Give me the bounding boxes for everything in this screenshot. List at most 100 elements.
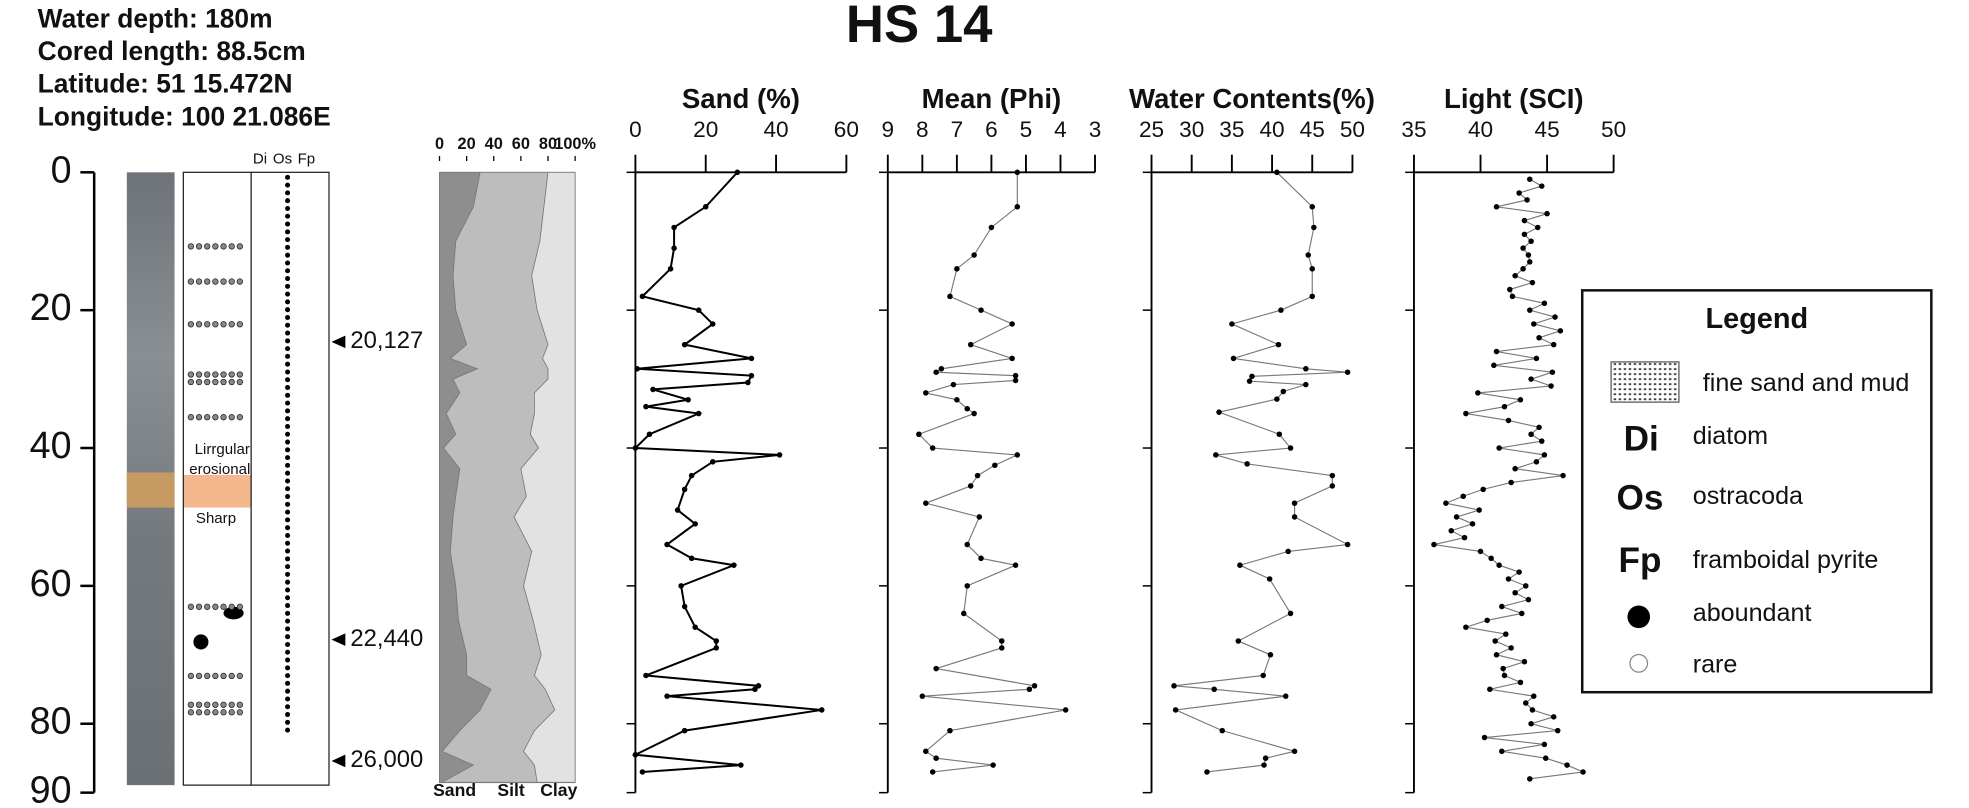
sediment-dot xyxy=(187,709,195,716)
data-point xyxy=(1520,245,1526,251)
data-point xyxy=(1512,272,1518,279)
pyrite-dot xyxy=(285,330,291,336)
data-point xyxy=(999,638,1005,644)
data-point xyxy=(692,624,698,630)
data-point xyxy=(1229,321,1235,327)
data-point xyxy=(1303,365,1309,372)
data-point xyxy=(1062,707,1069,713)
data-point xyxy=(1538,183,1545,189)
data-point xyxy=(1529,707,1536,713)
sediment-dot xyxy=(212,672,219,680)
data-point xyxy=(947,293,953,300)
data-point xyxy=(1463,410,1469,417)
data-point xyxy=(929,769,936,775)
pyrite-dot xyxy=(285,548,291,554)
pyrite-dot xyxy=(285,680,291,686)
sediment-dot xyxy=(212,709,219,716)
data-point xyxy=(1291,748,1298,755)
info-line: Cored length: 88.5cm xyxy=(38,36,306,66)
pyrite-dot xyxy=(285,276,291,282)
data-point xyxy=(1172,707,1179,713)
data-point xyxy=(1524,197,1530,203)
data-point xyxy=(1527,776,1533,782)
data-point xyxy=(1488,555,1494,562)
sediment-dot xyxy=(195,701,203,708)
data-point xyxy=(1463,624,1469,630)
data-point xyxy=(1541,300,1548,307)
data-point xyxy=(938,365,945,372)
data-point xyxy=(1521,217,1528,224)
pyrite-dot xyxy=(285,525,291,531)
erosion-band xyxy=(183,474,251,508)
data-point xyxy=(695,307,702,313)
data-point xyxy=(1520,266,1526,272)
pyrite-dot xyxy=(285,392,291,398)
data-point xyxy=(667,266,674,272)
pyrite-dot xyxy=(285,634,291,640)
data-point xyxy=(1014,204,1021,210)
data-point xyxy=(1481,734,1488,741)
data-point xyxy=(1493,348,1500,355)
sediment-dot xyxy=(195,378,203,386)
data-point xyxy=(1516,569,1522,575)
data-point xyxy=(1344,541,1351,548)
data-point xyxy=(1031,683,1038,689)
sediment-dot xyxy=(204,603,211,610)
data-point xyxy=(1230,355,1237,362)
sediment-dot xyxy=(195,321,203,328)
pyrite-dot xyxy=(285,353,291,359)
contact-label: Sharp xyxy=(196,510,236,527)
sediment-dot xyxy=(187,701,195,708)
data-point xyxy=(1266,576,1273,582)
sediment-dot xyxy=(187,603,195,610)
data-point xyxy=(713,638,720,644)
pyrite-dot xyxy=(285,649,291,655)
age-label: 22,440 xyxy=(350,625,423,652)
data-point xyxy=(999,645,1005,651)
data-point xyxy=(1538,438,1545,444)
x-tick-label: 0 xyxy=(629,117,642,142)
sediment-dot xyxy=(228,701,235,708)
data-point xyxy=(954,397,960,403)
x-tick-label: 60 xyxy=(834,117,859,142)
data-point xyxy=(964,541,970,548)
pyrite-dot xyxy=(285,455,291,461)
sediment-dot xyxy=(228,278,235,285)
data-point xyxy=(731,562,737,568)
depth-tick-label: 40 xyxy=(30,424,72,466)
pyrite-dot xyxy=(285,237,291,243)
data-point xyxy=(923,500,929,506)
sediment-dot xyxy=(212,321,219,328)
x-tick-label: 60 xyxy=(512,135,530,153)
data-point xyxy=(1278,307,1284,313)
age-marker xyxy=(331,335,346,349)
data-point xyxy=(1542,755,1549,761)
data-point xyxy=(646,431,653,437)
x-tick-label: 40 xyxy=(763,117,788,142)
data-point xyxy=(1516,190,1522,196)
data-line xyxy=(1433,178,1586,780)
data-point xyxy=(992,462,998,469)
data-point xyxy=(692,521,698,527)
data-point xyxy=(671,245,677,251)
sediment-dot xyxy=(212,414,219,421)
data-point xyxy=(1496,562,1502,568)
data-point xyxy=(1009,355,1015,362)
data-point xyxy=(933,665,939,672)
data-point xyxy=(1213,452,1219,458)
legend-abundant xyxy=(1627,605,1651,629)
sediment-dot xyxy=(212,243,219,250)
column-header: Di xyxy=(253,151,267,168)
data-point xyxy=(1026,686,1033,693)
x-tick-label: 20 xyxy=(693,117,718,142)
data-point xyxy=(1517,679,1524,686)
x-tick-label: 35 xyxy=(1401,117,1426,142)
sediment-dot xyxy=(204,672,211,680)
data-point xyxy=(1549,369,1556,375)
data-point xyxy=(695,410,702,417)
pyrite-dot xyxy=(285,431,291,437)
sediment-dot xyxy=(220,701,227,708)
data-point xyxy=(1541,741,1548,748)
pyrite-dot xyxy=(285,198,291,204)
